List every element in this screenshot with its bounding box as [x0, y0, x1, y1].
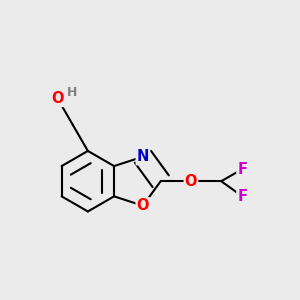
Text: H: H	[67, 86, 77, 99]
Text: O: O	[51, 91, 64, 106]
Text: O: O	[185, 174, 197, 189]
Text: N: N	[137, 149, 149, 164]
Text: F: F	[237, 189, 248, 204]
Text: F: F	[237, 162, 248, 177]
Text: O: O	[136, 198, 149, 213]
